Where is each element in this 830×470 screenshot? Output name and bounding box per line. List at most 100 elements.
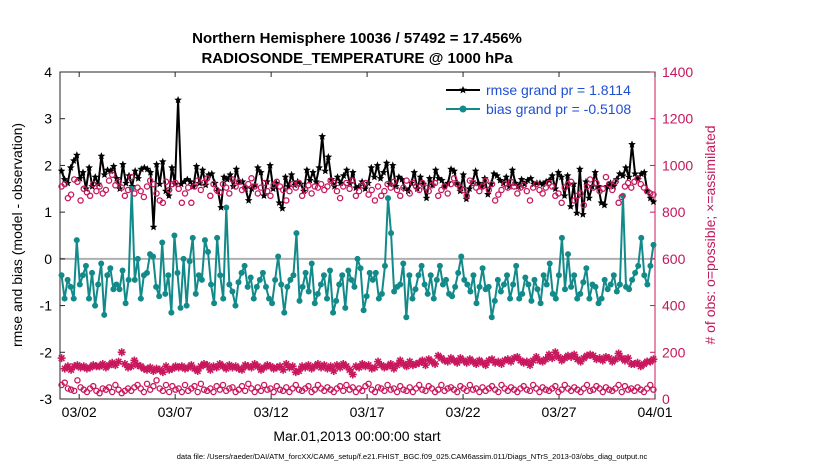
bias-point [186,258,193,265]
rmse-point [309,168,317,176]
bias-point [421,281,428,288]
possible-obs-point [292,184,300,191]
possible-obs-point [637,180,645,188]
bias-point [238,269,245,276]
bias-point [104,272,111,279]
assimilated-obs-point [247,363,256,372]
bias-point [439,281,446,288]
bias-point [296,297,303,304]
possible-obs-point [602,173,610,181]
possible-obs-point [371,388,379,396]
bias-point [131,276,138,283]
possible-obs-point [431,179,439,187]
possible-obs-point [89,180,97,188]
possible-obs-point [472,385,480,392]
possible-obs-point [346,185,353,193]
bias-point [354,255,361,262]
possible-obs-point [216,386,224,393]
assimilated-obs-point [351,362,360,371]
rmse-point [502,173,511,181]
rmse-point [367,163,376,171]
bias-point [348,276,355,283]
assimilated-obs-point [481,361,490,370]
bias-point [174,269,181,276]
assimilated-obs-point [158,368,167,377]
possible-obs-point [469,179,477,187]
possible-obs-point [137,187,144,195]
bias-point [58,272,65,279]
bias-point [638,234,645,241]
possible-obs-point [495,388,502,396]
assimilated-obs-point [510,354,519,363]
y-axis-label-left: rmse and bias (model - observation) [9,123,25,347]
assimilated-obs-point [279,365,288,374]
possible-obs-point [352,388,360,396]
possible-obs-point [349,384,357,391]
possible-obs-point [83,189,91,196]
possible-obs-point [251,183,258,190]
rmse-point [70,156,78,164]
rmse-point [60,175,69,183]
possible-obs-point [434,192,442,200]
bias-point [467,288,474,295]
bias-point [125,276,132,283]
possible-obs-point [207,192,214,200]
possible-obs-point [267,192,274,200]
bias-point [85,295,92,302]
assimilated-obs-point [342,362,351,371]
bias-point [372,269,379,276]
assimilated-obs-point [548,354,557,363]
assimilated-obs-point [624,354,633,363]
bias-point [528,297,535,304]
possible-obs-point [422,387,429,395]
rmse-point [336,179,345,187]
possible-obs-point [586,176,594,183]
rmse-point [226,170,235,179]
possible-obs-point [542,184,550,191]
rmse-point [576,165,584,173]
rmse-point [649,197,658,206]
possible-obs-point [571,197,578,204]
bias-point [641,272,648,279]
rmse-point [198,166,207,174]
rmse-point [388,161,397,169]
rmse-point [551,184,560,193]
possible-obs-point [276,386,284,393]
possible-obs-point [514,388,521,396]
assimilated-obs-point [529,356,538,365]
possible-obs-point [526,197,534,204]
possible-obs-point [631,178,638,186]
bias-point [412,286,419,293]
bias-point [305,288,312,295]
rmse-point [382,159,391,167]
assimilated-obs-point [389,364,398,373]
bias-point [369,276,376,283]
possible-obs-point [472,184,480,191]
possible-obs-point [105,384,113,391]
possible-obs-point [295,179,303,187]
rmse-point [450,167,458,175]
assimilated-obs-point [462,358,471,367]
bias-point [262,283,269,290]
possible-obs-point [245,380,252,388]
possible-obs-point [175,385,182,392]
possible-obs-point [257,387,265,395]
rmse-point [465,184,474,193]
bias-point [519,290,526,297]
possible-obs-point [74,377,81,384]
assimilated-obs-point [237,365,246,374]
possible-obs-point [330,388,338,396]
possible-obs-point [406,384,413,391]
possible-obs-point [400,184,407,191]
possible-obs-point [349,177,357,184]
bias-point [73,237,80,244]
possible-obs-point [124,186,132,194]
possible-obs-point [197,186,205,194]
assimilated-obs-point [507,357,515,366]
y-tick-label-left: 4 [44,64,52,80]
assimilated-obs-point [535,356,544,365]
possible-obs-point [387,184,394,191]
y-tick-label-left: 2 [44,157,52,173]
possible-obs-point [580,201,588,209]
possible-obs-point [336,382,344,390]
